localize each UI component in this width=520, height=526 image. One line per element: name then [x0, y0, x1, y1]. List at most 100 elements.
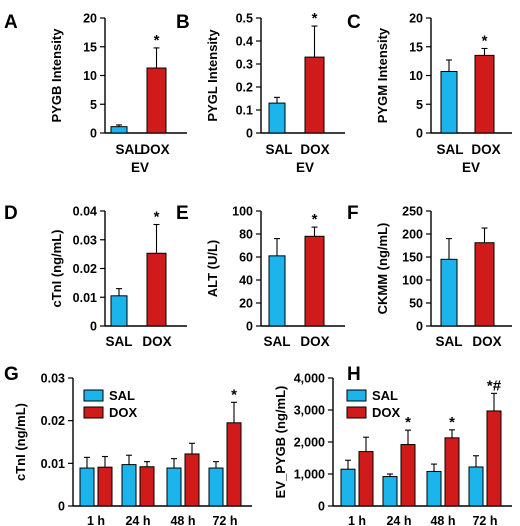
bar	[440, 70, 458, 134]
significance-marker: *#	[487, 377, 502, 394]
legend-swatch	[346, 406, 367, 419]
category-label: DOX	[142, 334, 171, 349]
y-tick-label: 0.03	[73, 233, 97, 247]
category-label: 48 h	[430, 514, 455, 526]
y-axis-label: cTnI (ng/mL)	[13, 403, 28, 481]
y-tick-label: 3,000	[294, 404, 325, 418]
bar	[426, 470, 442, 507]
significance-marker: *	[312, 211, 318, 228]
x-axis-label: EV	[462, 160, 480, 175]
y-tick-label: 10	[409, 69, 423, 83]
panel-letter: F	[347, 203, 359, 224]
panel-d: D 0 0.01 0.02 0.03 0.04 cTnI (ng/mL) * SAL DOX	[4, 203, 187, 349]
bar	[166, 467, 182, 507]
y-tick-label: 100	[232, 205, 253, 219]
x-axis-label: EV	[131, 160, 149, 175]
bar	[486, 410, 502, 507]
category-label: 48 h	[170, 514, 195, 526]
y-tick-label: 20	[239, 297, 253, 311]
category-label: SAL	[264, 334, 291, 349]
y-tick-label: 0	[416, 320, 423, 334]
bar	[304, 56, 325, 134]
panel-letter: G	[4, 364, 19, 385]
category-label: DOX	[300, 334, 329, 349]
y-tick-label: 10	[83, 69, 97, 83]
y-tick-label: 150	[402, 251, 423, 265]
category-label: SAL	[106, 334, 133, 349]
bar	[474, 242, 495, 327]
y-tick-label: 0	[90, 320, 97, 334]
bar	[358, 451, 374, 507]
legend-label: SAL	[109, 388, 135, 403]
y-tick-label: 0.02	[73, 262, 97, 276]
category-label: SAL	[437, 142, 464, 157]
legend-label: DOX	[109, 405, 138, 420]
y-tick-label: 0.5	[236, 12, 253, 26]
y-tick-label: 20	[83, 12, 97, 26]
y-tick-label: 5	[416, 98, 423, 112]
y-tick-label: 250	[402, 205, 423, 219]
panel-g: G 0 0.01 0.02 0.03 cTnI (ng/mL) 1 h 24 h 48 h * 72…	[4, 364, 252, 526]
legend-label: SAL	[372, 388, 398, 403]
y-tick-label: 80	[239, 228, 253, 242]
legend-swatch	[346, 389, 367, 402]
bar	[226, 422, 242, 507]
category-label: DOX	[471, 142, 500, 157]
y-axis-label: CKMM (ng/mL)	[375, 223, 390, 315]
panel-letter: A	[4, 12, 18, 33]
y-axis-label: cTnI (ng/mL)	[49, 230, 64, 308]
bar	[79, 467, 95, 507]
y-tick-label: 0.1	[236, 104, 253, 118]
bar	[340, 468, 356, 507]
legend: SAL DOX	[346, 388, 401, 420]
y-tick-label: 200	[402, 228, 423, 242]
category-label: SAL	[266, 142, 293, 157]
bar	[121, 464, 137, 507]
x-axis-label: EV	[296, 160, 314, 175]
y-axis-label: PYGM Intensity	[375, 27, 390, 123]
bar	[110, 295, 128, 327]
y-axis-label: PYGB Intensity	[49, 28, 64, 123]
y-tick-label: 0.02	[41, 414, 65, 428]
bar	[382, 476, 398, 507]
bar	[304, 235, 325, 327]
legend: SAL DOX	[83, 388, 138, 420]
legend-swatch	[83, 389, 104, 402]
significance-marker: *	[405, 414, 411, 431]
bar	[468, 466, 484, 507]
y-tick-label: 0.4	[236, 35, 253, 49]
y-tick-label: 1,000	[294, 468, 325, 482]
y-tick-label: 15	[83, 40, 97, 54]
panel-c: C 0 5 10 15 20 PYGM Intensity * SAL DOX EV	[347, 12, 512, 175]
panel-e: E 0 20 40 60 80 100 ALT (U/L) * SAL DOX	[176, 203, 345, 349]
significance-marker: *	[312, 10, 318, 27]
panel-letter: C	[347, 12, 361, 33]
y-tick-label: 100	[402, 274, 423, 288]
bar	[440, 258, 458, 327]
y-tick-label: 50	[409, 297, 423, 311]
panel-b: B 0 0.1 0.2 0.3 0.4 0.5 PYGL Intensity * SAL DOX EV	[176, 10, 345, 175]
y-axis-label: ALT (U/L)	[205, 240, 220, 298]
panel-letter: B	[176, 12, 190, 33]
category-label: SAL	[436, 334, 463, 349]
category-label: 72 h	[212, 514, 237, 526]
bar	[146, 252, 167, 327]
y-tick-label: 0.01	[41, 457, 65, 471]
category-label: DOX	[472, 334, 501, 349]
category-label: 1 h	[348, 514, 366, 526]
bar	[400, 444, 416, 507]
legend-swatch	[83, 406, 104, 419]
panel-letter: H	[347, 364, 361, 385]
bar	[184, 453, 200, 507]
y-tick-label: 20	[409, 12, 423, 26]
y-tick-label: 0	[318, 500, 325, 514]
y-tick-label: 0.01	[73, 291, 97, 305]
y-tick-label: 40	[239, 274, 253, 288]
bar	[97, 466, 113, 507]
bar	[268, 102, 286, 134]
significance-marker: *	[449, 414, 455, 431]
y-tick-label: 0	[58, 500, 65, 514]
y-tick-label: 0.3	[236, 58, 253, 72]
